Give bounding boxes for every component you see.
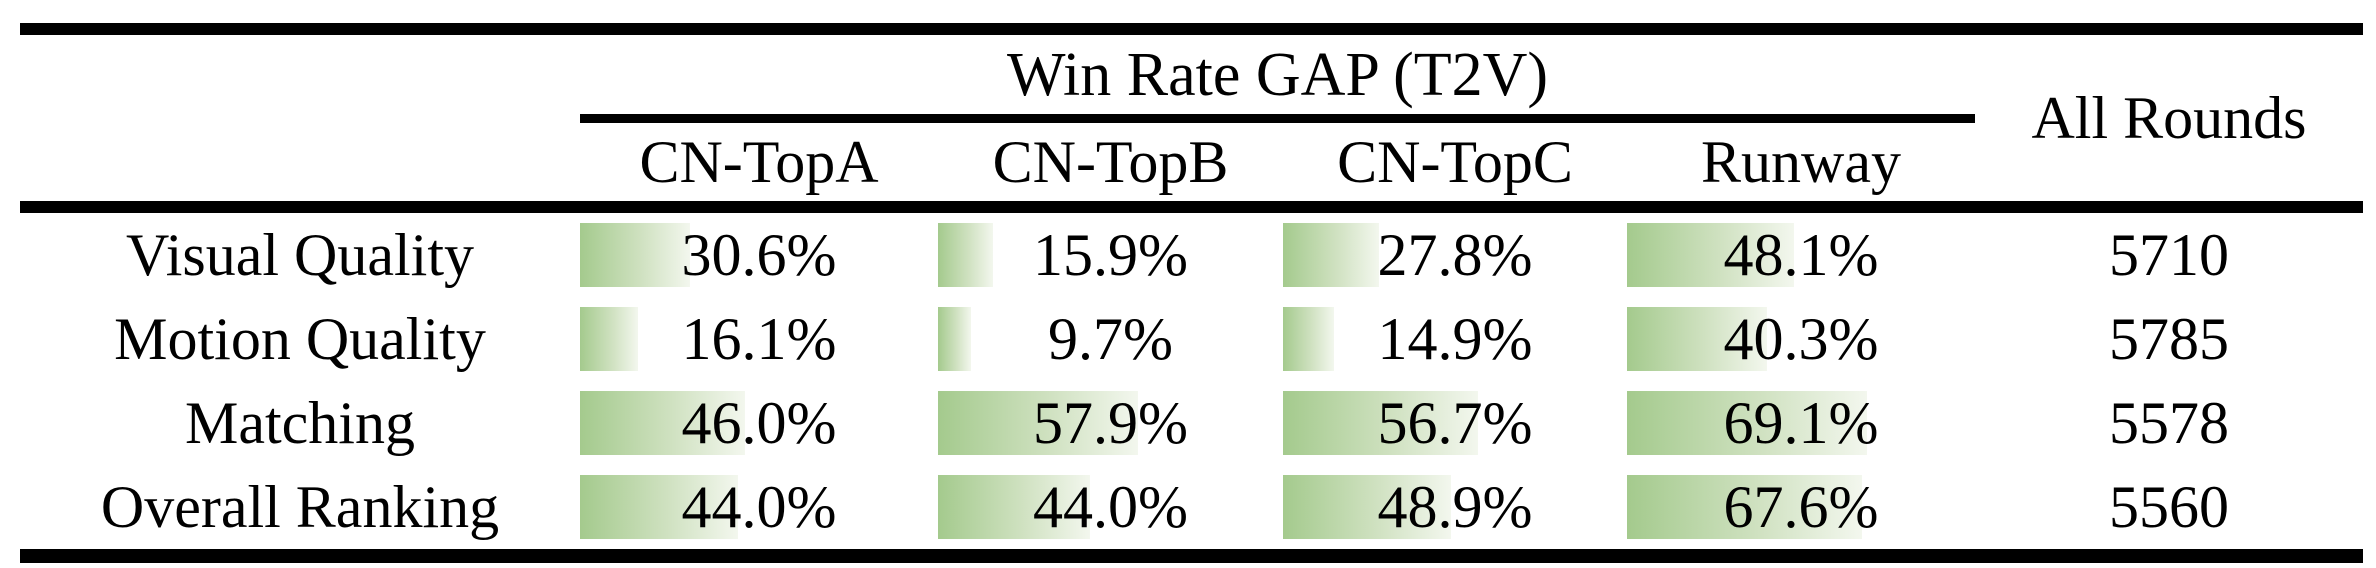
win-rate-value: 48.9% [1377, 474, 1533, 540]
table-cell: 57.9% [938, 381, 1283, 465]
group-header-underline-rule [580, 114, 1975, 123]
win-rate-value: 48.1% [1723, 222, 1879, 288]
win-rate-value: 14.9% [1377, 306, 1533, 372]
column-header-label: CN-TopC [1337, 129, 1573, 195]
win-rate-value: 46.0% [681, 390, 837, 456]
win-rate-bar [1283, 391, 1479, 455]
win-rate-value: 15.9% [1033, 222, 1188, 288]
table-top-rule [20, 23, 2363, 35]
win-rate-bar [580, 475, 738, 539]
table-cell: 40.3% [1627, 297, 1975, 381]
win-rate-value: 16.1% [681, 306, 837, 372]
group-header-win-rate-gap: Win Rate GAP (T2V) [580, 35, 1975, 114]
win-rate-value: 27.8% [1377, 222, 1533, 288]
win-rate-value: 69.1% [1723, 390, 1879, 456]
win-rate-bar [1627, 223, 1795, 287]
all-rounds-cell: 5710 [1975, 213, 2363, 297]
table-cell: 56.7% [1283, 381, 1627, 465]
win-rate-value: 56.7% [1377, 390, 1533, 456]
table-cell: 30.6% [580, 213, 938, 297]
column-header-cn-topa: CN-TopA [580, 123, 938, 201]
table-cell: 44.0% [938, 465, 1283, 549]
win-rate-bar [1283, 223, 1379, 287]
column-header-cn-topc: CN-TopC [1283, 123, 1627, 201]
all-rounds-cell: 5785 [1975, 297, 2363, 381]
win-rate-bar [1627, 475, 1863, 539]
win-rate-bar [938, 475, 1090, 539]
column-header-label: CN-TopB [992, 129, 1229, 195]
table-cell: 9.7% [938, 297, 1283, 381]
table-cell: 44.0% [580, 465, 938, 549]
all-rounds-cell: 5560 [1975, 465, 2363, 549]
table-cell: 27.8% [1283, 213, 1627, 297]
win-rate-value: 44.0% [1033, 474, 1188, 540]
row-label: Visual Quality [125, 222, 475, 288]
all-rounds-header-label: All Rounds [2031, 85, 2307, 151]
win-rate-value: 44.0% [681, 474, 837, 540]
row-label-visual-quality: Visual Quality [20, 213, 580, 297]
row-label-matching: Matching [20, 381, 580, 465]
win-rate-value: 9.7% [1048, 306, 1173, 372]
table-cell: 46.0% [580, 381, 938, 465]
table-cell: 48.9% [1283, 465, 1627, 549]
win-rate-bar [938, 307, 972, 371]
row-label-overall-ranking: Overall Ranking [20, 465, 580, 549]
all-rounds-value: 5785 [2109, 306, 2229, 372]
win-rate-bar [1627, 307, 1768, 371]
win-rate-bar [1283, 307, 1335, 371]
win-rate-bar [580, 223, 690, 287]
column-header-runway: Runway [1627, 123, 1975, 201]
win-rate-bar [580, 307, 638, 371]
all-rounds-value: 5560 [2109, 474, 2229, 540]
column-header-cn-topb: CN-TopB [938, 123, 1283, 201]
table-cell: 69.1% [1627, 381, 1975, 465]
column-header-label: CN-TopA [639, 129, 879, 195]
win-rate-bar [1283, 475, 1452, 539]
table-bottom-rule [20, 549, 2363, 563]
row-label: Overall Ranking [100, 474, 500, 540]
column-header-label: Runway [1701, 129, 1901, 195]
row-label: Matching [185, 390, 415, 456]
all-rounds-cell: 5578 [1975, 381, 2363, 465]
all-rounds-value: 5710 [2109, 222, 2229, 288]
win-rate-value: 30.6% [681, 222, 837, 288]
win-rate-value: 67.6% [1723, 474, 1879, 540]
all-rounds-value: 5578 [2109, 390, 2229, 456]
win-rate-bar [938, 391, 1138, 455]
row-label-motion-quality: Motion Quality [20, 297, 580, 381]
header-bottom-rule [20, 201, 2363, 213]
table-cell: 48.1% [1627, 213, 1975, 297]
win-rate-value: 40.3% [1723, 306, 1879, 372]
win-rate-bar [938, 223, 993, 287]
table-cell: 14.9% [1283, 297, 1627, 381]
group-header-label: Win Rate GAP (T2V) [1006, 40, 1549, 109]
win-rate-value: 57.9% [1033, 390, 1188, 456]
table-cell: 16.1% [580, 297, 938, 381]
win-rate-bar [1627, 391, 1868, 455]
results-table: Win Rate GAP (T2V) All Rounds CN-TopA CN… [20, 23, 2363, 563]
table-cell: 67.6% [1627, 465, 1975, 549]
row-label: Motion Quality [114, 306, 486, 372]
win-rate-bar [580, 391, 745, 455]
table-cell: 15.9% [938, 213, 1283, 297]
column-header-all-rounds: All Rounds [1975, 35, 2363, 201]
